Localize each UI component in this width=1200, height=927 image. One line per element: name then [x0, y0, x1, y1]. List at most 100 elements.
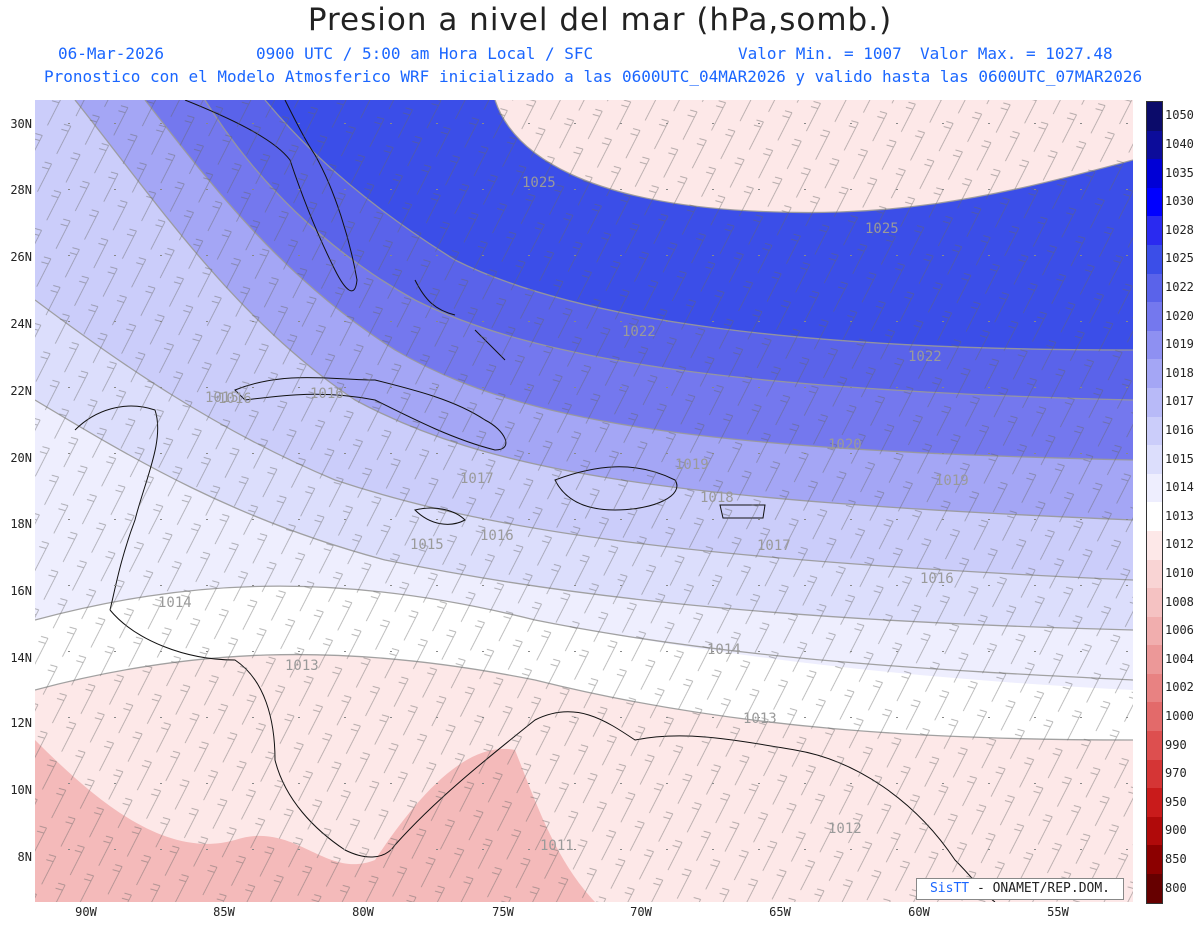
contour-label: 1014: [158, 595, 192, 611]
credit-box: SisTT - ONAMET/REP.DOM.: [916, 878, 1124, 900]
colorbar-label: 1022: [1165, 279, 1194, 294]
colorbar-label: 1014: [1165, 480, 1194, 495]
colorbar-cell: [1147, 187, 1162, 217]
colorbar-label: 970: [1165, 766, 1187, 781]
pressure-map: 1025 1025 1022 1022 1020 1019 1019 1018 …: [35, 100, 1133, 902]
colorbar-label: 1025: [1165, 251, 1194, 266]
lat-label: 8N: [17, 850, 32, 864]
colorbar-label: 1020: [1165, 308, 1194, 323]
contour-label: 1017: [460, 471, 494, 487]
colorbar-cell: [1147, 645, 1162, 674]
lat-label: 28N: [10, 183, 32, 197]
colorbar-label: 1015: [1165, 451, 1194, 466]
contour-label: 1019: [935, 473, 969, 489]
colorbar-label: 1050: [1165, 108, 1194, 123]
contour-label: 1016: [480, 528, 514, 544]
colorbar-cell: [1147, 588, 1162, 617]
colorbar-label: 1006: [1165, 623, 1194, 638]
contour-label: 1019: [675, 457, 709, 473]
grid-dots: [35, 100, 1133, 902]
colorbar-cell: [1147, 816, 1162, 846]
lat-label: 10N: [10, 783, 32, 797]
colorbar-cell: [1147, 273, 1162, 303]
colorbar-cell: [1147, 216, 1162, 245]
lon-label: 75W: [492, 905, 514, 919]
colorbar-label: 1030: [1165, 194, 1194, 209]
contour-label: 1016: [310, 386, 344, 402]
contour-label: 1013: [285, 658, 319, 674]
date-label: 06-Mar-2026: [58, 44, 164, 63]
credit-text: - ONAMET/REP.DOM.: [969, 881, 1111, 896]
lat-label: 18N: [10, 517, 32, 531]
contour-label: 1020: [828, 437, 862, 453]
colorbar-cell: [1147, 731, 1162, 760]
colorbar-label: 1002: [1165, 680, 1194, 695]
time-label: 0900 UTC / 5:00 am Hora Local / SFC: [256, 44, 594, 63]
lat-label: 24N: [10, 317, 32, 331]
lon-label: 65W: [769, 905, 791, 919]
lon-label: 85W: [213, 905, 235, 919]
colorbar-cell: [1147, 445, 1162, 474]
colorbar-cell: [1147, 702, 1162, 732]
contour-label: 1016: [920, 571, 954, 587]
colorbar-cell: [1147, 788, 1162, 817]
lat-label: 14N: [10, 651, 32, 665]
contour-label: 1018: [700, 490, 734, 506]
colorbar-cell: [1147, 330, 1162, 360]
contour-label: 1016: [218, 391, 252, 407]
lon-label: 70W: [630, 905, 652, 919]
colorbar-cell: [1147, 530, 1162, 560]
contour-label: 1025: [522, 175, 556, 191]
contour-label: 1025: [865, 221, 899, 237]
colorbar-cell: [1147, 673, 1162, 703]
colorbar-label: 1040: [1165, 136, 1194, 151]
contour-label: 1015: [410, 537, 444, 553]
colorbar-label: 1012: [1165, 537, 1194, 552]
colorbar-label: 1028: [1165, 222, 1194, 237]
contour-label: 1015: [205, 390, 239, 406]
colorbar: [1146, 101, 1163, 904]
contour-label: 1011: [540, 838, 574, 854]
contour-label: 1013: [743, 711, 777, 727]
colorbar-cell: [1147, 502, 1162, 531]
colorbar-cell: [1147, 159, 1162, 188]
colorbar-cell: [1147, 616, 1162, 646]
colorbar-cell: [1147, 874, 1162, 903]
colorbar-label: 1017: [1165, 394, 1194, 409]
colorbar-label: 1010: [1165, 566, 1194, 581]
contour-label: 1017: [757, 538, 791, 554]
colorbar-cell: [1147, 302, 1162, 331]
contour-labels: 1025 1025 1022 1022 1020 1019 1019 1018 …: [158, 175, 969, 854]
colorbar-cell: [1147, 473, 1162, 503]
colorbar-cell: [1147, 130, 1162, 160]
colorbar-cell: [1147, 559, 1162, 589]
map-title: Presion a nivel del mar (hPa,somb.): [307, 2, 893, 38]
colorbar-label: 900: [1165, 823, 1187, 838]
colorbar-cell: [1147, 416, 1162, 446]
lat-label: 16N: [10, 584, 32, 598]
contour-label: 1014: [707, 642, 741, 658]
forecast-info: Pronostico con el Modelo Atmosferico WRF…: [44, 67, 1143, 86]
colorbar-label: 990: [1165, 737, 1187, 752]
colorbar-cell: [1147, 759, 1162, 789]
min-value-label: Valor Min. = 1007: [738, 44, 902, 63]
colorbar-label: 1000: [1165, 709, 1194, 724]
lat-label: 30N: [10, 117, 32, 131]
lon-label: 80W: [352, 905, 374, 919]
colorbar-cell: [1147, 244, 1162, 274]
contour-label: 1022: [622, 324, 656, 340]
colorbar-label: 950: [1165, 794, 1187, 809]
colorbar-cell: [1147, 845, 1162, 875]
lon-label: 60W: [908, 905, 930, 919]
sistt-logo: SisTT: [929, 881, 970, 896]
contour-label: 1012: [828, 821, 862, 837]
colorbar-label: 1035: [1165, 165, 1194, 180]
lat-label: 20N: [10, 451, 32, 465]
colorbar-label: 850: [1165, 852, 1187, 867]
colorbar-label: 1004: [1165, 651, 1194, 666]
colorbar-cell: [1147, 387, 1162, 417]
contour-label: 1022: [908, 349, 942, 365]
lon-label: 55W: [1047, 905, 1069, 919]
colorbar-label: 1018: [1165, 365, 1194, 380]
max-value-label: Valor Max. = 1027.48: [920, 44, 1113, 63]
